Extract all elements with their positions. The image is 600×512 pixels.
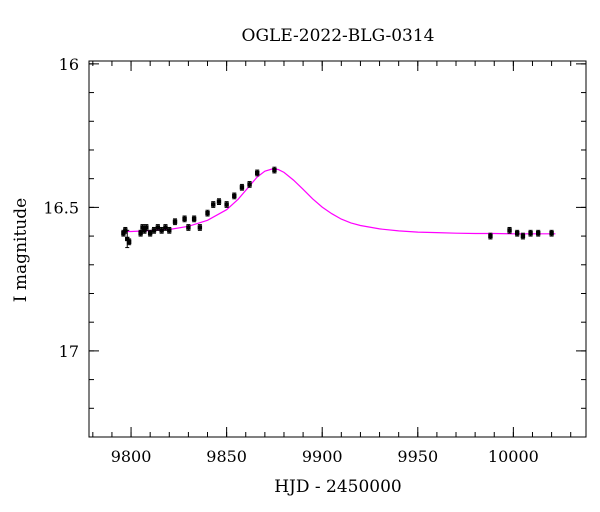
data-point xyxy=(528,229,533,237)
x-tick-label: 10000 xyxy=(488,447,539,466)
data-point xyxy=(255,169,260,177)
point-marker xyxy=(205,210,210,216)
data-point xyxy=(239,183,245,191)
point-marker xyxy=(507,228,512,233)
data-point xyxy=(536,229,541,237)
x-axis-label: HJD - 2450000 xyxy=(274,477,402,497)
point-marker xyxy=(167,228,172,233)
point-marker xyxy=(138,231,143,236)
point-marker xyxy=(147,231,153,236)
data-point xyxy=(520,232,526,240)
data-point xyxy=(205,209,210,217)
point-marker xyxy=(520,233,526,239)
model-curve xyxy=(121,168,556,235)
axis-ticks xyxy=(89,61,586,438)
data-point xyxy=(147,229,153,237)
x-tick-label: 9950 xyxy=(397,447,438,466)
x-tick-label: 9850 xyxy=(206,447,247,466)
x-tick-label: 9900 xyxy=(302,447,343,466)
data-point xyxy=(144,224,149,231)
data-point xyxy=(197,224,203,231)
point-marker xyxy=(182,216,187,222)
data-point xyxy=(155,224,161,231)
data-point xyxy=(172,218,178,226)
data-point xyxy=(247,181,252,188)
data-point xyxy=(272,166,277,174)
point-marker xyxy=(488,233,493,239)
point-marker xyxy=(155,225,161,230)
point-marker xyxy=(186,225,191,230)
point-marker xyxy=(239,185,245,190)
point-marker xyxy=(163,225,168,230)
point-marker xyxy=(514,231,520,236)
data-point xyxy=(549,229,554,237)
point-marker xyxy=(211,202,216,207)
point-marker xyxy=(216,199,222,204)
y-tick-label: 16 xyxy=(59,55,79,74)
y-tick-label: 16.5 xyxy=(43,198,79,217)
data-point xyxy=(224,201,229,208)
data-point xyxy=(182,215,187,223)
data-point xyxy=(167,226,172,234)
data-point xyxy=(211,201,216,208)
data-point xyxy=(507,226,512,234)
data-point xyxy=(126,238,132,246)
data-point xyxy=(216,198,222,206)
point-marker xyxy=(224,202,229,207)
data-point xyxy=(232,192,237,200)
data-point xyxy=(151,226,157,234)
data-point xyxy=(138,229,143,237)
point-marker xyxy=(272,167,277,173)
point-marker xyxy=(144,225,149,230)
point-marker xyxy=(247,182,252,187)
data-point xyxy=(191,215,197,223)
point-marker xyxy=(191,216,197,222)
data-point xyxy=(163,224,168,231)
point-marker xyxy=(232,193,237,199)
data-point xyxy=(186,224,191,231)
point-marker xyxy=(528,231,533,236)
x-tick-label: 9800 xyxy=(111,447,152,466)
plot-frame xyxy=(88,60,587,438)
point-marker xyxy=(172,219,178,224)
tick-labels: 9800 9850 9900 9950 10000 16 16.5 17 xyxy=(43,55,538,466)
data-points xyxy=(121,166,554,249)
y-tick-label: 17 xyxy=(59,342,79,361)
data-point xyxy=(488,232,493,240)
point-marker xyxy=(549,231,554,236)
point-marker xyxy=(255,170,260,176)
point-marker xyxy=(159,228,164,233)
data-point xyxy=(514,229,520,237)
y-axis-label: I magnitude xyxy=(11,198,31,302)
chart-title: OGLE-2022-BLG-0314 xyxy=(242,26,435,46)
point-marker xyxy=(126,239,132,245)
point-marker xyxy=(197,225,203,230)
point-marker xyxy=(151,228,157,233)
point-marker xyxy=(536,231,541,236)
data-point xyxy=(159,226,164,234)
